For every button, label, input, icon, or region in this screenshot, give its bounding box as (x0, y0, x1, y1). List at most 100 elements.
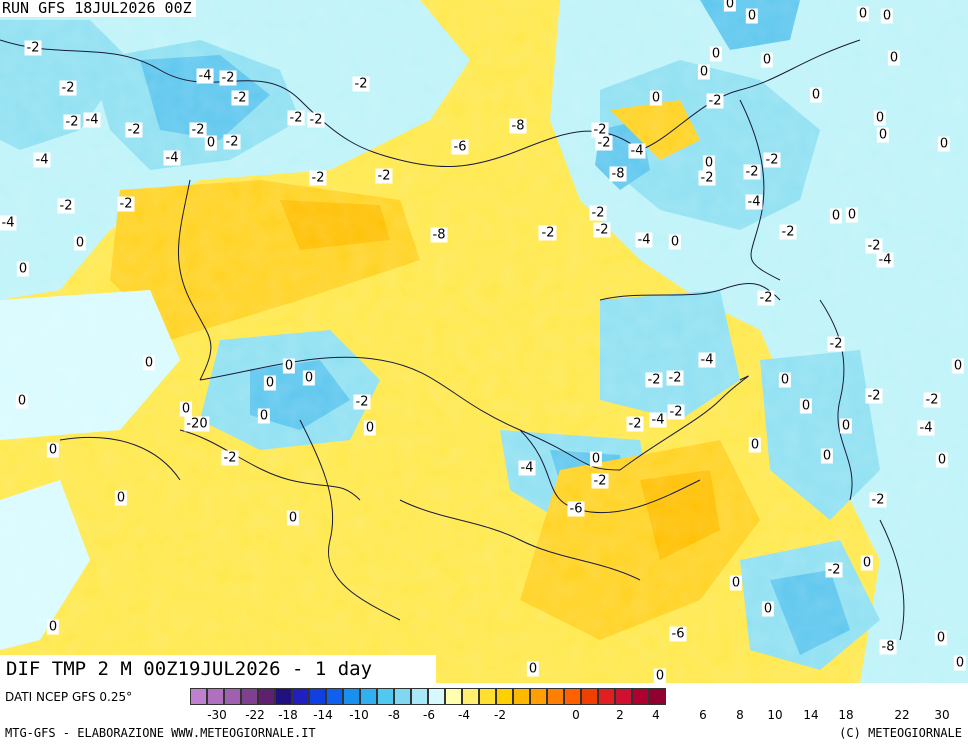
map-canvas (0, 0, 968, 683)
contour-label: -4 (698, 352, 716, 368)
contour-label: 0 (697, 64, 711, 80)
border-line (59, 436, 181, 481)
color-swatch (428, 688, 445, 705)
color-scale (190, 688, 666, 705)
contour-label: -2 (743, 164, 761, 180)
footer-copyright: (C) METEOGIORNALE (839, 726, 962, 740)
contour-label: -2 (287, 110, 305, 126)
contour-label: 0 (653, 668, 667, 684)
run-title: RUN GFS 18JUL2026 00Z (0, 0, 196, 17)
border-line (179, 429, 361, 501)
contour-label: 0 (263, 375, 277, 391)
contour-label: -2 (125, 122, 143, 138)
contour-label: -2 (865, 238, 883, 254)
border-line (819, 299, 853, 501)
contour-label: -2 (589, 205, 607, 221)
color-swatch (547, 688, 564, 705)
contour-label: -2 (667, 404, 685, 420)
contour-label: -4 (745, 194, 763, 210)
texture-overlay (0, 0, 968, 683)
contour-label: -4 (163, 150, 181, 166)
contour-label: -2 (59, 80, 77, 96)
contour-label: 0 (856, 6, 870, 22)
contour-label: 0 (702, 155, 716, 171)
contour-label: -2 (825, 562, 843, 578)
temperature-difference-map: -2 -2 -4 -4 -2 -2 -2 -2 -4 -2 -2 0 -2 -4 -2 -2 -4 -2 -2 -6-… (0, 0, 968, 684)
contour-label: 0 (16, 261, 30, 277)
scale-tick-label: -14 (313, 708, 333, 722)
contour-label: 0 (73, 235, 87, 251)
color-swatch (343, 688, 360, 705)
color-swatch (360, 688, 377, 705)
contour-label: -2 (593, 222, 611, 238)
scale-tick-label: -30 (207, 708, 227, 722)
contour-label: -2 (223, 134, 241, 150)
contour-label: -2 (865, 388, 883, 404)
contour-label: -6 (669, 626, 687, 642)
contour-label: -2 (827, 336, 845, 352)
color-swatch (224, 688, 241, 705)
contour-label: 0 (876, 127, 890, 143)
color-swatch (258, 688, 275, 705)
contour-label: 0 (668, 234, 682, 250)
border-line (177, 179, 212, 381)
contour-label: -2 (591, 473, 609, 489)
contour-label: 0 (860, 555, 874, 571)
contour-label: 0 (820, 448, 834, 464)
contour-label: 0 (526, 661, 540, 677)
color-swatch (615, 688, 632, 705)
scale-tick-label: 4 (652, 708, 660, 722)
contour-label: -2 (626, 416, 644, 432)
contour-label: -2 (352, 76, 370, 92)
color-swatch (513, 688, 530, 705)
contour-label: 0 (953, 655, 967, 671)
color-scale-ticks: -30 -22 -18 -14 -10 -8 -6 -4 -2 0 2 4 6 8 10 14 18 22 30 (190, 708, 966, 724)
contour-label: -4 (917, 420, 935, 436)
contour-label: 0 (887, 50, 901, 66)
color-swatch (581, 688, 598, 705)
contour-label: 0 (204, 135, 218, 151)
contour-label: -2 (591, 122, 609, 138)
contour-label: 0 (179, 401, 193, 417)
scale-tick-label: 6 (699, 708, 707, 722)
contour-label: -4 (33, 152, 51, 168)
contour-label: 0 (257, 408, 271, 424)
color-swatch (207, 688, 224, 705)
scale-tick-label: 2 (616, 708, 624, 722)
contour-label: 0 (880, 8, 894, 24)
contour-label: -2 (698, 170, 716, 186)
contour-label: 0 (809, 87, 823, 103)
contour-label: -2 (923, 392, 941, 408)
border-line (299, 419, 401, 621)
contour-label: 0 (46, 442, 60, 458)
border-line (739, 99, 781, 281)
contour-label: -4 (83, 112, 101, 128)
contour-label: -2 (24, 40, 42, 56)
contour-label: -2 (539, 225, 557, 241)
contour-label: 0 (761, 601, 775, 617)
scale-tick-label: -4 (458, 708, 470, 722)
contour-label: -2 (706, 93, 724, 109)
contour-label: -2 (189, 122, 207, 138)
color-swatch (462, 688, 479, 705)
contour-label: -2 (309, 170, 327, 186)
contour-label: 0 (799, 398, 813, 414)
color-swatch (479, 688, 496, 705)
color-swatch (649, 688, 666, 705)
color-swatch (394, 688, 411, 705)
contour-label: 0 (649, 90, 663, 106)
border-line (399, 499, 641, 581)
contour-label: -2 (353, 394, 371, 410)
contour-label: -2 (219, 70, 237, 86)
contour-label: -2 (763, 152, 781, 168)
contour-label: 0 (729, 575, 743, 591)
scale-tick-label: 10 (767, 708, 783, 722)
contour-label: 0 (935, 452, 949, 468)
color-swatch (190, 688, 207, 705)
contour-label: -2 (645, 372, 663, 388)
color-swatch (530, 688, 547, 705)
color-swatch (241, 688, 258, 705)
color-swatch (309, 688, 326, 705)
contour-label: 0 (46, 619, 60, 635)
contour-label: -20 (184, 416, 210, 432)
